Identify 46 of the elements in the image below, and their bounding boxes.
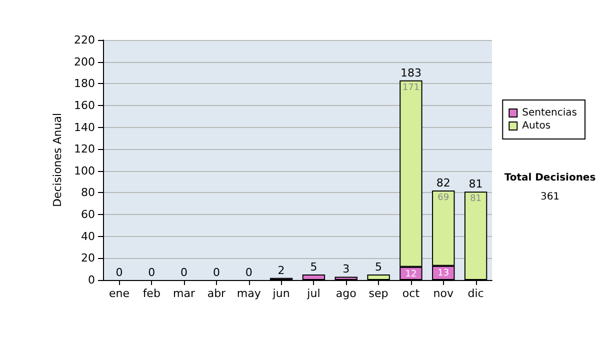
total-label: 3 — [342, 262, 350, 276]
y-tick-label: 100 — [74, 164, 95, 178]
total-label: 81 — [468, 178, 483, 191]
y-tick-label: 0 — [88, 274, 95, 286]
x-tick-label: jun — [272, 287, 290, 300]
x-tick-label: ene — [108, 287, 130, 300]
y-tick-label: 140 — [74, 120, 95, 134]
x-tick-label: feb — [142, 287, 160, 300]
total-label: 0 — [212, 266, 220, 279]
y-tick-label: 120 — [74, 142, 95, 156]
y-tick-label: 60 — [81, 208, 95, 222]
x-tick-label: ago — [336, 287, 357, 300]
data-label: 69 — [438, 193, 450, 204]
total-label: 82 — [436, 176, 450, 190]
x-tick-label: nov — [433, 287, 454, 300]
x-tick-label: mar — [173, 287, 196, 300]
x-tick-label: dic — [468, 287, 484, 300]
legend-label: Autos — [522, 120, 551, 132]
data-label: 171 — [402, 82, 420, 93]
x-tick-label: sep — [368, 287, 388, 300]
x-tick-label: may — [236, 287, 262, 300]
data-label: 12 — [405, 269, 417, 280]
y-tick-label: 20 — [81, 252, 95, 265]
y-axis-title: Decisiones Anual — [51, 112, 64, 208]
y-tick-label: 80 — [81, 186, 95, 200]
total-label: 0 — [148, 266, 156, 279]
total-label: 0 — [180, 266, 188, 279]
total-label: 5 — [375, 260, 382, 274]
y-tick-label: 180 — [74, 77, 95, 90]
y-tick-label: 160 — [74, 98, 95, 112]
x-tick-label: abr — [207, 287, 226, 300]
y-tick-label: 200 — [74, 55, 95, 68]
text: 361 — [540, 192, 560, 202]
total-label: 5 — [310, 260, 318, 274]
data-label: 13 — [438, 268, 450, 278]
text: Total Decisiones — [504, 172, 596, 184]
total-label: 2 — [278, 264, 285, 277]
data-label: 81 — [470, 194, 482, 204]
legend-label: Sentencias — [522, 108, 578, 118]
y-tick-label: 40 — [81, 230, 95, 243]
y-tick-label: 220 — [74, 34, 95, 46]
x-tick-label: jul — [306, 287, 320, 300]
total-label: 0 — [245, 266, 252, 279]
total-label: 183 — [400, 66, 422, 80]
total-label: 0 — [116, 266, 123, 279]
x-tick-label: oct — [402, 287, 420, 300]
